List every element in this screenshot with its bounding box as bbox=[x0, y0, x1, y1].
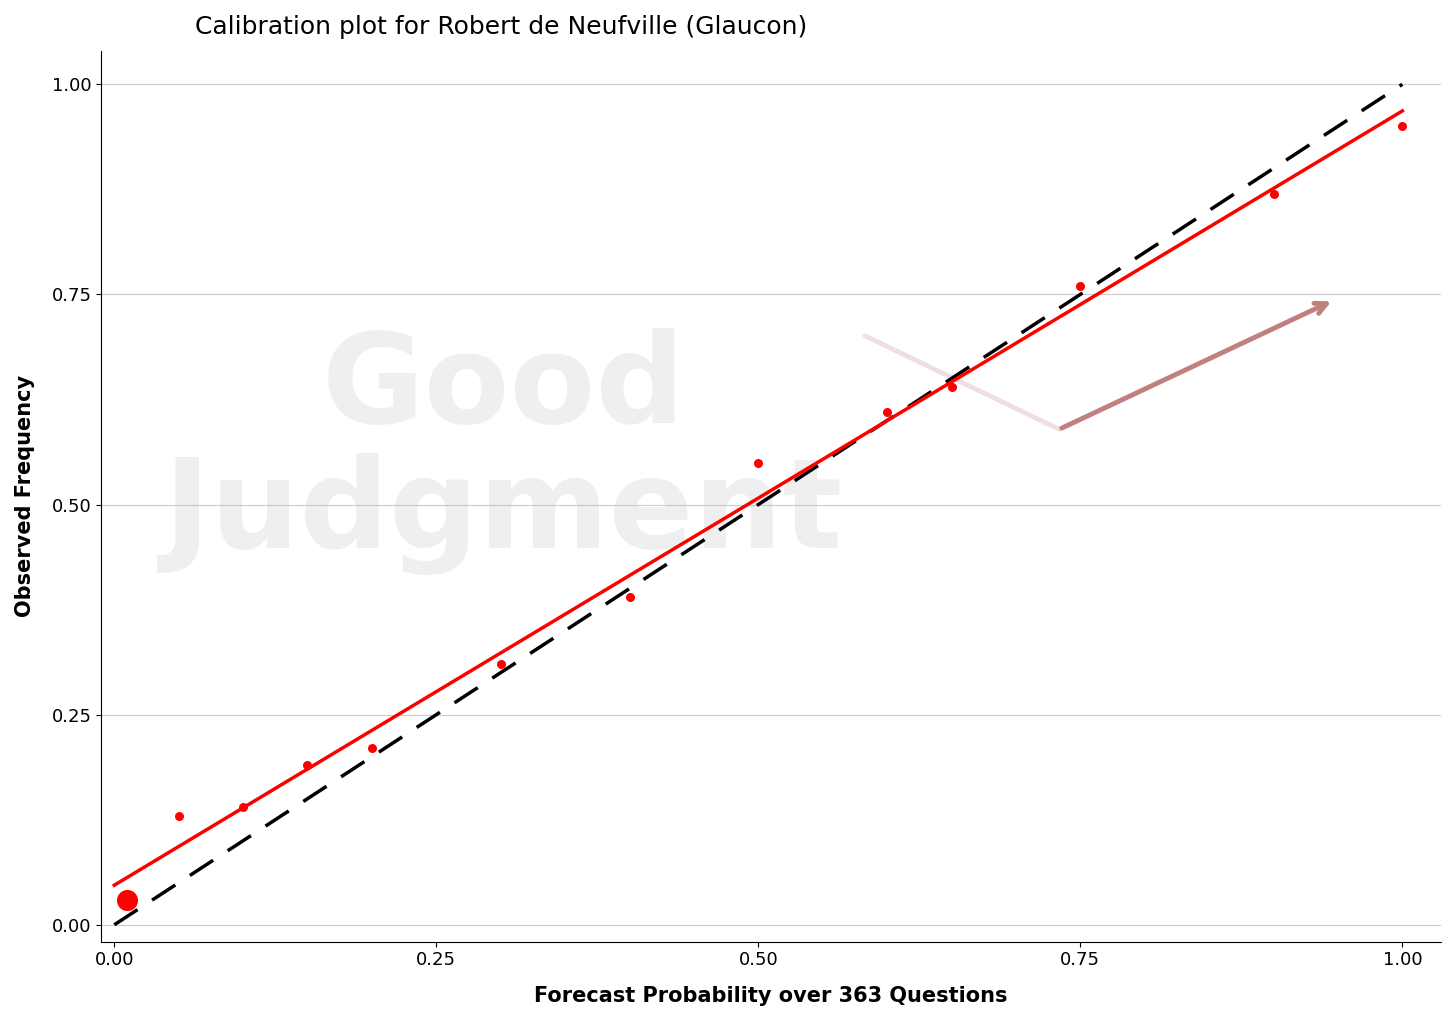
Point bbox=[1069, 278, 1092, 294]
Point bbox=[747, 454, 770, 471]
X-axis label: Forecast Probability over 363 Questions: Forecast Probability over 363 Questions bbox=[534, 986, 1008, 1006]
Y-axis label: Observed Frequency: Observed Frequency bbox=[15, 375, 35, 618]
Point bbox=[1390, 118, 1414, 135]
Point bbox=[875, 404, 898, 421]
Text: Good
Judgment: Good Judgment bbox=[165, 328, 843, 576]
Point bbox=[167, 808, 191, 824]
Point bbox=[296, 757, 319, 773]
Point bbox=[617, 589, 641, 605]
Point bbox=[232, 799, 255, 816]
Point bbox=[489, 657, 513, 673]
Point bbox=[1262, 186, 1286, 202]
Point bbox=[360, 740, 383, 757]
Text: Calibration plot for Robert de Neufville (Glaucon): Calibration plot for Robert de Neufville… bbox=[195, 15, 808, 39]
Point bbox=[115, 891, 138, 908]
Point bbox=[941, 379, 964, 395]
